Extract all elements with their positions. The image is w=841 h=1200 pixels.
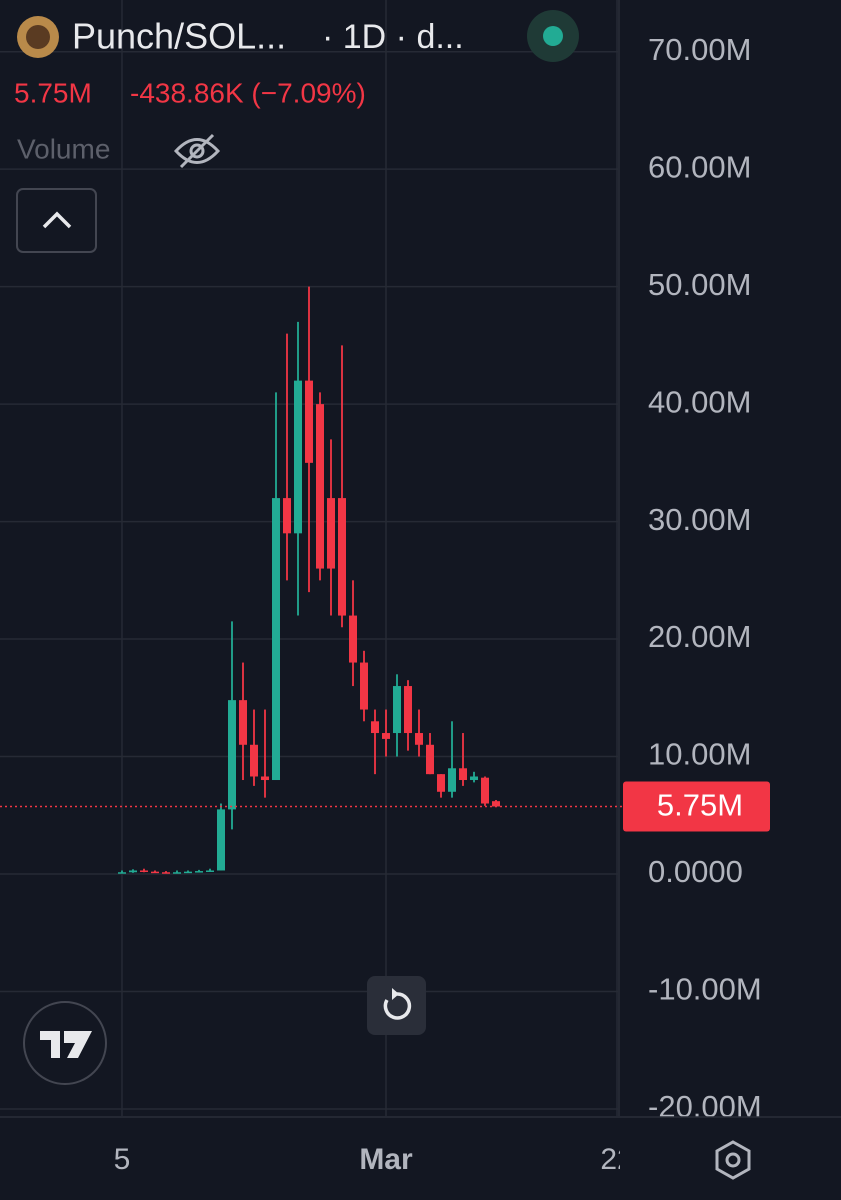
candle-body (150, 871, 159, 874)
candle-body (382, 733, 391, 739)
candle-body (238, 700, 247, 745)
symbol-avatar-inner (26, 25, 50, 49)
reset-arrow (392, 988, 399, 1000)
candle-body (249, 744, 258, 777)
candle-body (492, 801, 501, 807)
collapse-button[interactable] (16, 188, 97, 253)
candle-body (172, 872, 181, 874)
y-tick-label: 10.00M (648, 737, 751, 772)
candle-body (481, 777, 490, 804)
candle-body (316, 404, 325, 569)
candle-body (470, 776, 479, 781)
x-tick-label: 22 (600, 1143, 633, 1176)
candle-body (216, 809, 225, 871)
y-tick-label: 70.00M (648, 32, 751, 67)
candle-body (139, 870, 148, 872)
last-price-label: 5.75M (657, 788, 743, 823)
x-tick-label: Mar (359, 1143, 413, 1176)
y-tick-label: 20.00M (648, 619, 751, 654)
candle-body (349, 615, 358, 663)
candle-body (128, 870, 137, 873)
candle-body (260, 776, 269, 781)
candle-body (305, 380, 313, 463)
y-tick-label: 60.00M (648, 149, 751, 184)
candle-body (271, 498, 280, 781)
candle-body (404, 686, 413, 734)
candle-body (117, 872, 126, 874)
candle-body (183, 871, 192, 874)
logo (40, 1031, 92, 1058)
reset-icon (383, 992, 412, 1020)
candle-body (437, 774, 446, 792)
reset-button[interactable] (367, 976, 426, 1035)
candle-body (415, 733, 424, 745)
candle-body (459, 768, 468, 781)
last-price-badge (623, 781, 770, 832)
candle-body (194, 871, 203, 873)
candle-body (393, 686, 402, 734)
candle-body (227, 700, 236, 810)
candle-body (360, 662, 369, 710)
overlay: Punch/SOL... · 1D · d... 5.75M -438.86K … (14, 10, 579, 1085)
settings-icon[interactable] (715, 1140, 751, 1180)
price-change: -438.86K (−7.09%) (130, 77, 366, 108)
candle-body (293, 380, 302, 534)
symbol-name[interactable]: Punch/SOL... (72, 16, 286, 57)
x-tick-label: 5 (114, 1143, 131, 1176)
candle-body (161, 872, 170, 874)
y-tick-label: -10.00M (648, 972, 762, 1007)
y-tick-label: 30.00M (648, 502, 751, 537)
price: 5.75M (14, 77, 92, 108)
axis-corner (620, 1118, 841, 1200)
candle-body (282, 498, 291, 534)
candle-body (338, 498, 347, 616)
status-dot (543, 26, 563, 46)
interval[interactable]: · 1D · d... (322, 18, 464, 56)
visibility-icon[interactable] (173, 133, 221, 169)
y-tick-label: 50.00M (648, 267, 751, 302)
candle-body (448, 768, 457, 792)
candle-body (205, 870, 214, 872)
candle-body (371, 721, 380, 734)
collapse-icon (42, 211, 72, 229)
volume-label[interactable]: Volume (17, 133, 110, 164)
y-tick-label: 0.0000 (648, 854, 743, 889)
y-tick-label: 40.00M (648, 384, 751, 419)
candle-body (426, 744, 435, 775)
settings-icon-center (725, 1152, 741, 1168)
candle-body (327, 498, 336, 569)
